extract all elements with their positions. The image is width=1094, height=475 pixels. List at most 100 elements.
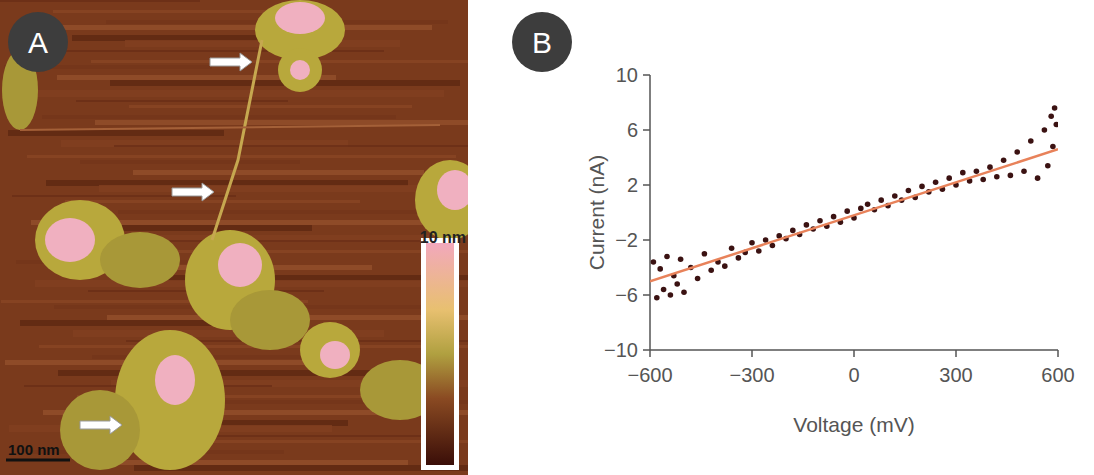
data-point (756, 248, 762, 254)
scan-streak (81, 460, 408, 465)
y-tick (643, 129, 650, 131)
data-point (1045, 163, 1051, 169)
data-point (668, 292, 674, 298)
figure: 10 nm100 nmAB−10−6−22610−600−3000300600V… (0, 0, 1094, 475)
data-point (1028, 138, 1034, 144)
y-tick-label: 2 (627, 174, 638, 196)
scan-streak (99, 185, 468, 192)
y-tick-label: 10 (616, 64, 638, 86)
x-tick (955, 350, 957, 357)
particle (45, 218, 95, 262)
particle (290, 60, 310, 80)
afm-image (0, 0, 468, 475)
colorbar (426, 243, 454, 465)
particle (275, 2, 325, 34)
data-point (933, 179, 939, 185)
data-point (906, 188, 912, 194)
particle (300, 322, 360, 378)
colorbar-label: 10 nm (420, 229, 466, 246)
y-tick (643, 294, 650, 296)
particle (155, 355, 195, 405)
data-point (681, 289, 687, 295)
data-point (1052, 105, 1058, 111)
scale-bar-label: 100 nm (8, 441, 60, 458)
data-point (664, 254, 670, 260)
colorbar-border (421, 238, 459, 470)
data-point (1054, 122, 1059, 128)
panel-badge (512, 12, 572, 72)
fit-line (650, 149, 1058, 281)
particle (320, 341, 350, 369)
x-tick-label: −600 (627, 364, 672, 386)
data-point (1001, 157, 1007, 163)
particle (100, 232, 180, 288)
scan-streak (80, 160, 300, 164)
particle (230, 290, 310, 350)
scan-streak (42, 115, 396, 119)
arrow (210, 53, 252, 71)
x-tick-label: 300 (939, 364, 972, 386)
data-point (994, 174, 1000, 180)
data-point (1050, 144, 1056, 150)
scan-streak (133, 170, 424, 175)
y-tick (643, 74, 650, 76)
data-point (844, 208, 850, 214)
data-point (865, 201, 871, 207)
data-point (1042, 127, 1048, 133)
y-tick-label: −10 (604, 339, 638, 361)
y-tick-label: −6 (615, 284, 638, 306)
panel-letter: A (28, 26, 48, 59)
panel-letter: B (532, 26, 552, 59)
scale-bar (6, 459, 70, 462)
plot-area (650, 105, 1058, 300)
data-point (1048, 113, 1054, 119)
panel-badge (8, 12, 68, 72)
data-point (654, 295, 660, 301)
scan-streak (23, 90, 444, 97)
data-point (722, 263, 728, 269)
data-point (651, 259, 657, 265)
data-point (790, 228, 796, 234)
scan-streak (95, 120, 468, 125)
data-point (1008, 173, 1014, 179)
data-point (804, 222, 810, 228)
data-point (831, 214, 837, 220)
data-point (946, 175, 952, 181)
data-point (1021, 168, 1027, 174)
particle (60, 390, 140, 470)
particle (278, 48, 322, 92)
data-point (878, 197, 884, 203)
x-tick (751, 350, 753, 357)
data-point (980, 177, 986, 183)
data-point (892, 193, 898, 199)
y-tick-label: −2 (615, 229, 638, 251)
data-point (729, 245, 735, 251)
y-axis-title: Current (nA) (585, 155, 608, 271)
scan-streak (118, 210, 468, 214)
x-tick (649, 350, 651, 357)
scan-streak (65, 200, 360, 203)
data-point (1014, 149, 1020, 155)
scan-streak (114, 145, 468, 147)
data-point (974, 168, 980, 174)
particle (415, 160, 468, 240)
data-point (674, 281, 680, 287)
data-point (708, 267, 714, 273)
particle (218, 243, 262, 287)
arrow (172, 183, 214, 201)
data-point (661, 287, 667, 293)
data-point (736, 255, 742, 261)
scan-streak (129, 105, 412, 108)
y-tick (643, 349, 650, 351)
x-tick (1057, 350, 1059, 357)
scan-streak (0, 0, 200, 2)
data-point (960, 170, 966, 176)
x-tick-label: −300 (729, 364, 774, 386)
data-point (987, 164, 993, 170)
x-tick-label: 600 (1041, 364, 1074, 386)
y-tick (643, 239, 650, 241)
data-point (702, 251, 708, 257)
data-point (657, 266, 663, 272)
scan-streak (19, 25, 432, 30)
x-tick (853, 350, 855, 357)
